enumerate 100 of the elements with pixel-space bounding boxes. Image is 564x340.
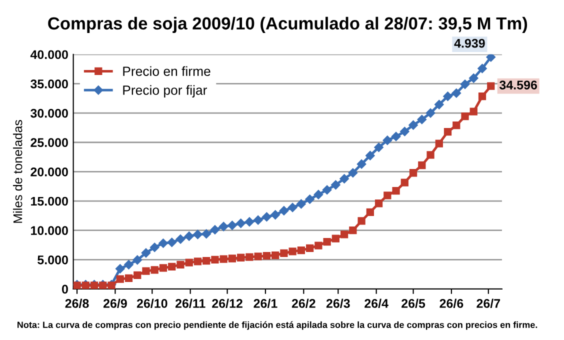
point	[323, 238, 331, 246]
point	[391, 132, 401, 142]
point	[452, 88, 462, 98]
point	[409, 169, 418, 177]
point	[434, 100, 444, 110]
y-axis-title: Miles de toneladas	[13, 120, 22, 223]
point	[218, 222, 228, 232]
y-tick-label: 30.000	[30, 108, 68, 118]
point	[202, 229, 211, 238]
point	[237, 254, 245, 262]
point	[444, 128, 452, 136]
annotation: 4.939	[454, 38, 485, 48]
point	[331, 180, 340, 190]
point	[176, 260, 184, 268]
point	[141, 248, 151, 258]
x-tick-label: 26/12	[212, 298, 242, 308]
point	[159, 264, 168, 272]
point	[262, 252, 271, 260]
data-label: 34.596	[499, 80, 537, 90]
point	[211, 256, 219, 264]
y-tick-label: 0	[62, 284, 68, 294]
x-tick-label: 26/5	[402, 298, 426, 308]
point	[366, 150, 375, 160]
point	[158, 238, 168, 248]
x-tick-label: 26/3	[326, 298, 350, 308]
x-tick-label: 26/11	[175, 298, 206, 308]
x-tick-label: 26/7	[476, 298, 500, 308]
point	[210, 225, 220, 234]
point	[150, 242, 160, 252]
x-tick-label: 26/6	[440, 298, 464, 308]
text: Nota: La curva de compras con precio pendiente de fijación está apilada sobre la curva de compras con precios en firme.	[18, 321, 538, 330]
point	[478, 64, 487, 74]
point	[297, 246, 306, 254]
point	[124, 274, 133, 282]
point	[314, 242, 322, 250]
point	[246, 253, 254, 261]
point	[426, 151, 434, 159]
point	[185, 258, 193, 266]
point	[478, 92, 486, 100]
point	[366, 208, 374, 216]
point	[116, 275, 124, 283]
point	[382, 136, 392, 145]
y-tick-label: 35.000	[30, 80, 68, 88]
point	[452, 122, 460, 130]
point	[408, 120, 418, 130]
point	[288, 202, 298, 212]
point	[134, 271, 142, 280]
point	[340, 230, 348, 238]
legend-label: Precio por fijar	[123, 85, 207, 98]
x-tick-label: 26/8	[65, 298, 89, 308]
point	[253, 215, 263, 225]
point	[193, 230, 202, 240]
x-tick-label: 26/9	[103, 298, 127, 308]
point	[305, 194, 314, 204]
point	[124, 260, 134, 270]
point	[194, 258, 202, 266]
point	[306, 244, 314, 252]
point	[270, 210, 280, 220]
point	[116, 264, 125, 274]
point	[348, 168, 358, 178]
x-tick-label: 26/4	[364, 298, 388, 308]
point	[279, 206, 289, 216]
point	[314, 190, 324, 200]
point	[176, 234, 186, 244]
point	[469, 74, 478, 83]
point	[470, 108, 478, 116]
chart-title: Compras de soja 2009/10 (Acumulado al 28/07: 39,5 M Tm)	[48, 16, 528, 33]
point	[184, 232, 194, 241]
point	[374, 200, 383, 208]
y-tick-label: 40.000	[30, 50, 68, 60]
point	[400, 178, 408, 186]
y-tick-label: 25.000	[30, 138, 68, 148]
point	[460, 80, 470, 89]
point	[228, 254, 236, 262]
point	[358, 217, 366, 225]
point	[356, 159, 366, 169]
point	[322, 185, 332, 195]
x-tick-label: 26/1	[254, 298, 278, 308]
point	[280, 249, 288, 258]
point	[254, 252, 262, 260]
point	[202, 257, 210, 265]
point	[332, 234, 340, 242]
y-tick-label: 15.000	[31, 196, 68, 206]
point	[244, 217, 254, 226]
point	[340, 174, 349, 184]
point	[392, 186, 400, 195]
point	[296, 199, 306, 209]
x-tick-label: 26/2	[292, 298, 316, 308]
x-tick-label: 26/10	[136, 298, 168, 308]
point	[228, 220, 237, 230]
point	[374, 142, 384, 152]
point	[272, 251, 280, 260]
point	[262, 212, 272, 222]
point	[349, 226, 357, 234]
y-tick-label: 10.000	[31, 226, 68, 235]
point	[168, 262, 176, 271]
point	[426, 108, 436, 118]
y-tick-label: 5.000	[38, 255, 68, 264]
y-tick-label: 20.000	[30, 168, 68, 176]
point	[236, 218, 246, 228]
